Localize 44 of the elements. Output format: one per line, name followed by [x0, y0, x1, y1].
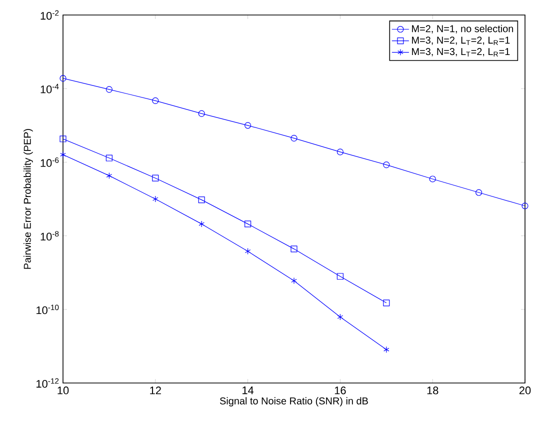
- x-tick-label: 10: [58, 386, 69, 394]
- point: [244, 220, 252, 228]
- point: [60, 151, 66, 158]
- point: [198, 110, 205, 117]
- legend-label: M=3, N=2, L$_{T}$=2, L$_{R}$=1: [412, 36, 510, 46]
- legend-label: M=3, N=3, L$_{T}$=2, L$_{R}$=1: [412, 48, 510, 56]
- point: [152, 174, 159, 182]
- y-tick-label: 10$^{-8}$: [40, 231, 59, 241]
- point: [476, 189, 482, 196]
- point: [337, 314, 344, 320]
- point: [336, 273, 344, 280]
- point: [198, 196, 205, 204]
- point: [152, 196, 158, 202]
- point: [244, 122, 252, 129]
- point: [383, 162, 390, 168]
- point: [244, 248, 251, 255]
- point: [336, 148, 344, 156]
- y-tick-label: 10$^{-2}$: [40, 10, 59, 20]
- x-tick-label: 16: [334, 386, 346, 394]
- point: [106, 172, 112, 179]
- point: [198, 220, 204, 228]
- point: [106, 86, 112, 93]
- point: [60, 75, 66, 82]
- point: [60, 136, 66, 142]
- x-tick-label: 12: [150, 386, 161, 394]
- point: [106, 154, 112, 162]
- y-tick-label: 10$^{-12}$: [36, 378, 59, 388]
- x-tick-label: 18: [427, 386, 438, 394]
- point: [290, 246, 298, 252]
- point: [291, 277, 297, 284]
- legend-label: M=2, N=1, no selection: [412, 24, 514, 34]
- point: [429, 176, 436, 182]
- y-tick-label: 10$^{-6}$: [40, 157, 59, 167]
- x-tick-label: 20: [519, 386, 531, 394]
- y-tick-label: 10$^{-10}$: [36, 304, 59, 314]
- point: [383, 300, 390, 306]
- point: [152, 97, 159, 104]
- x-axis-title: Signal to Noise Ratio (SNR) in dB: [220, 397, 368, 406]
- point: [384, 346, 390, 353]
- y-axis-title: Pairwise Error Probability (PEP): [24, 129, 33, 269]
- point: [290, 134, 298, 142]
- point: [522, 202, 528, 210]
- y-tick-label: 10$^{-4}$: [40, 84, 59, 94]
- x-tick-label: 14: [242, 386, 254, 394]
